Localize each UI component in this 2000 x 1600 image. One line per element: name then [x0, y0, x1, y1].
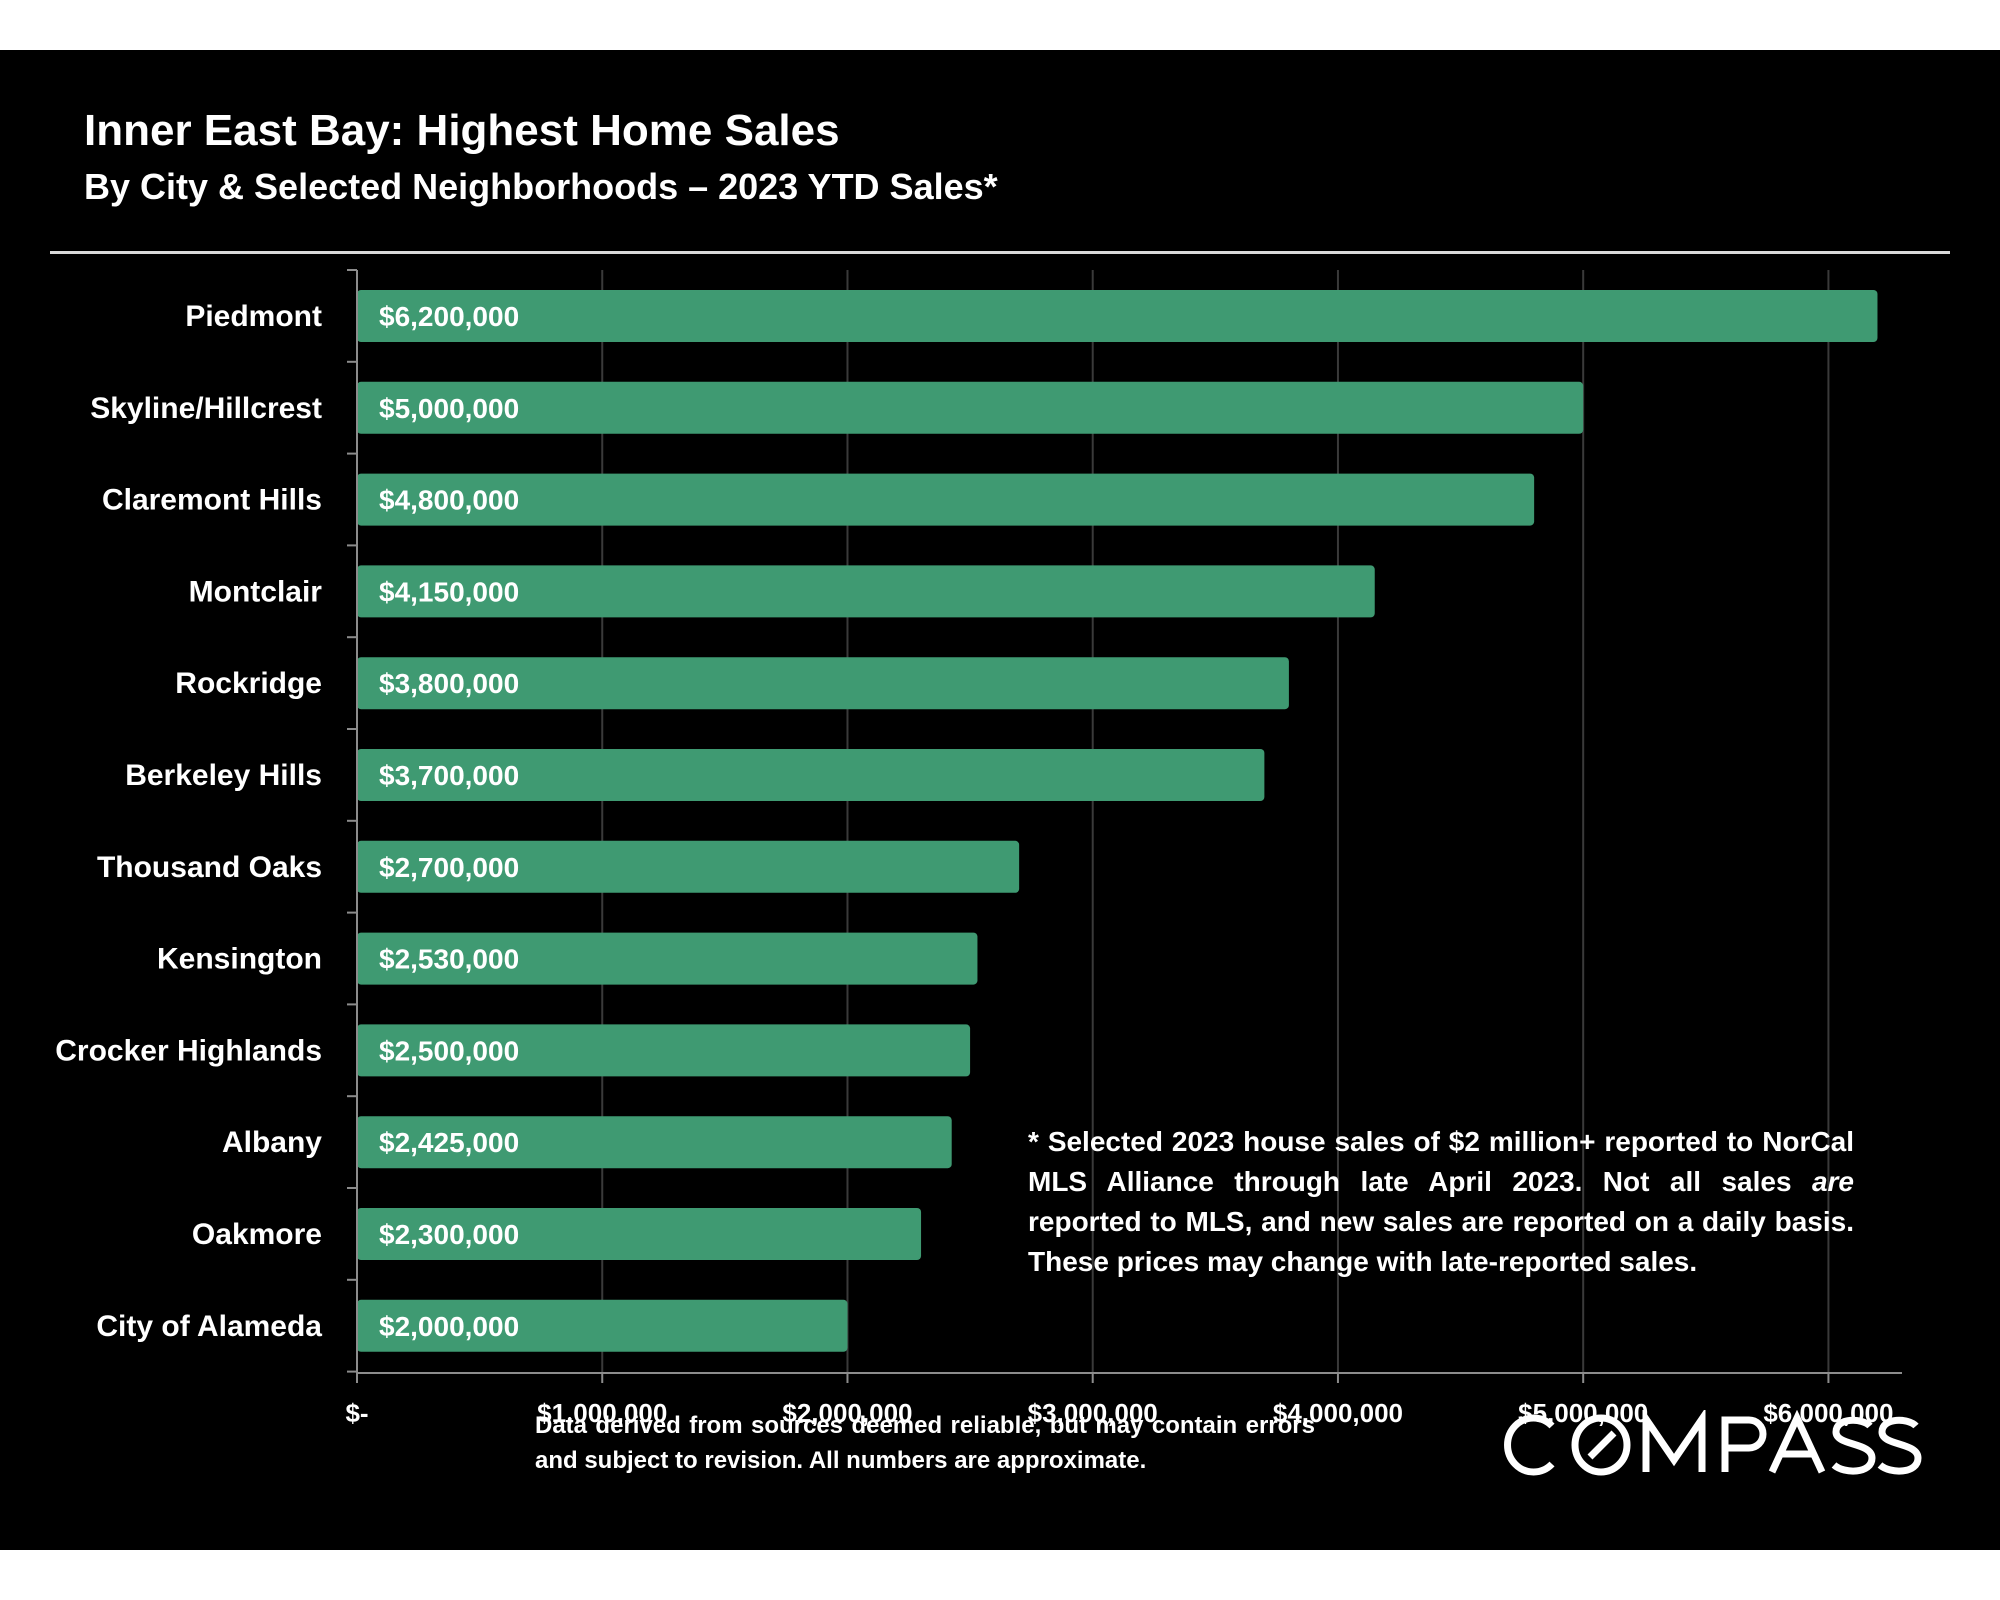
bar: [357, 565, 1375, 618]
bar: [357, 290, 1878, 342]
bar: [357, 840, 1020, 893]
bar-value-label: $4,150,000: [379, 576, 519, 607]
bar-value-label: $2,700,000: [379, 852, 519, 883]
gridlines: [601, 270, 1830, 1373]
category-label: City of Alameda: [96, 1310, 322, 1343]
x-tick-label: $-: [345, 1398, 368, 1428]
bar-value-label: $2,300,000: [379, 1219, 519, 1250]
category-label: Thousand Oaks: [97, 851, 322, 884]
bar: [357, 381, 1584, 434]
x-tick-label: $4,000,000: [1273, 1398, 1403, 1428]
bar-value-label: $2,500,000: [379, 1035, 519, 1066]
category-label: Piedmont: [185, 300, 322, 333]
category-label: Claremont Hills: [102, 484, 322, 517]
bar-value-label: $2,000,000: [379, 1311, 519, 1342]
chart-title: Inner East Bay: Highest Home Sales: [84, 106, 840, 155]
category-label: Albany: [222, 1126, 322, 1159]
bar-value-label: $2,425,000: [379, 1127, 519, 1158]
bar: [357, 1116, 952, 1169]
footnote-emphasis: are: [1811, 1166, 1854, 1197]
title-divider: [50, 251, 1950, 254]
bar: [357, 1024, 971, 1077]
category-label: Montclair: [189, 575, 323, 608]
bar-value-label: $5,000,000: [379, 393, 519, 424]
category-label: Rockridge: [175, 667, 322, 700]
footnote: * Selected 2023 house sales of $2 millio…: [1028, 1122, 1854, 1282]
footnote-lead: * Selected 2023 house sales of $2 millio…: [1028, 1126, 1854, 1197]
bar: [357, 1299, 848, 1352]
bar: [357, 657, 1289, 710]
category-label: Kensington: [157, 943, 322, 976]
bar-value-label: $2,530,000: [379, 944, 519, 975]
bar: [357, 932, 978, 985]
bar-value-label: $6,200,000: [379, 301, 519, 332]
labels: $6,200,000 Piedmont $5,000,000 Skyline/Hill…: [55, 300, 1893, 1428]
x-tick-label: $3,000,000: [1028, 1398, 1158, 1428]
chart-subtitle: By City & Selected Neighborhoods – 2023 …: [84, 166, 998, 207]
bars: [357, 290, 1878, 1352]
x-tick-label: $1,000,000: [537, 1398, 667, 1428]
category-label: Oakmore: [192, 1218, 322, 1251]
x-tick-label: $2,000,000: [782, 1398, 912, 1428]
footnote-tail: reported to MLS, and new sales are repor…: [1028, 1206, 1854, 1277]
bar-value-label: $3,800,000: [379, 668, 519, 699]
bar: [357, 473, 1535, 526]
bar: [357, 1208, 922, 1260]
source-disclaimer: Data derived from sources deemed reliabl…: [535, 1412, 1315, 1474]
axes: [347, 269, 1902, 1383]
bar-value-label: $3,700,000: [379, 760, 519, 791]
category-label: Berkeley Hills: [125, 759, 322, 792]
bar: [357, 749, 1265, 801]
bar-value-label: $4,800,000: [379, 485, 519, 516]
compass-logo: [1504, 1410, 1922, 1476]
category-label: Skyline/Hillcrest: [90, 392, 322, 425]
category-label: Crocker Highlands: [55, 1034, 322, 1067]
